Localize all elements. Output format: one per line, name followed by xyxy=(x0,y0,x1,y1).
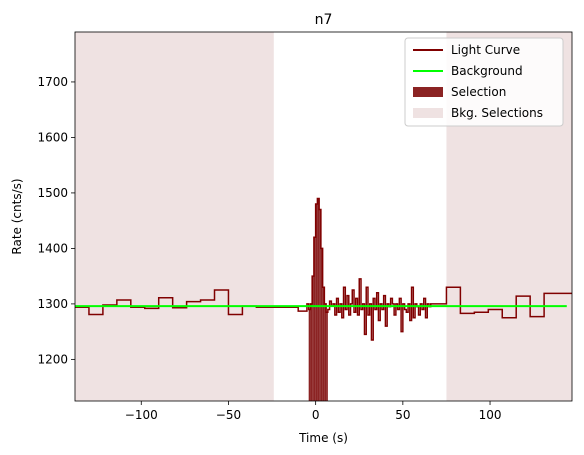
light-curve-series xyxy=(75,197,572,341)
y-axis-ticks: 1200 1300 1400 1500 1600 1700 xyxy=(37,75,75,366)
selection-bar xyxy=(324,303,327,401)
x-axis-label: Time (s) xyxy=(298,431,348,445)
y-axis-label: Rate (cnts/s) xyxy=(10,178,24,254)
legend-label: Light Curve xyxy=(451,43,520,57)
legend-swatch-patch xyxy=(413,87,443,97)
legend-box xyxy=(404,37,564,127)
legend-label: Background xyxy=(451,64,523,78)
selection-bar xyxy=(312,276,314,401)
selection-bar xyxy=(322,287,325,401)
x-axis-ticks: −100 −50 0 50 100 xyxy=(125,401,502,422)
selection-bar xyxy=(326,312,328,401)
legend: Light Curve Background Selection Bkg. Selec… xyxy=(404,37,564,127)
y-tick-label: 1600 xyxy=(37,130,68,144)
legend-label: Bkg. Selections xyxy=(451,106,543,120)
bkg-selection-region xyxy=(75,32,274,401)
y-tick-label: 1400 xyxy=(37,241,68,255)
legend-label: Selection xyxy=(451,85,506,99)
x-tick-label: 0 xyxy=(312,408,320,422)
x-tick-label: 50 xyxy=(395,408,410,422)
selection-bar xyxy=(313,237,316,401)
plot-frame xyxy=(74,31,573,402)
selection-bar xyxy=(320,248,323,401)
y-tick-label: 1700 xyxy=(37,75,68,89)
y-tick-label: 1500 xyxy=(37,186,68,200)
light-curve-line xyxy=(75,197,572,341)
x-tick-label: 100 xyxy=(479,408,502,422)
selection-bar xyxy=(315,204,318,401)
x-tick-label: −100 xyxy=(125,408,158,422)
selection-bar xyxy=(310,303,313,401)
y-tick-label: 1300 xyxy=(37,297,68,311)
x-tick-label: −50 xyxy=(216,408,241,422)
legend-swatch-patch xyxy=(413,108,443,118)
y-tick-label: 1200 xyxy=(37,352,68,366)
selection-bar xyxy=(317,198,320,401)
chart-title: n7 xyxy=(315,12,333,28)
selection-bar xyxy=(308,309,311,401)
